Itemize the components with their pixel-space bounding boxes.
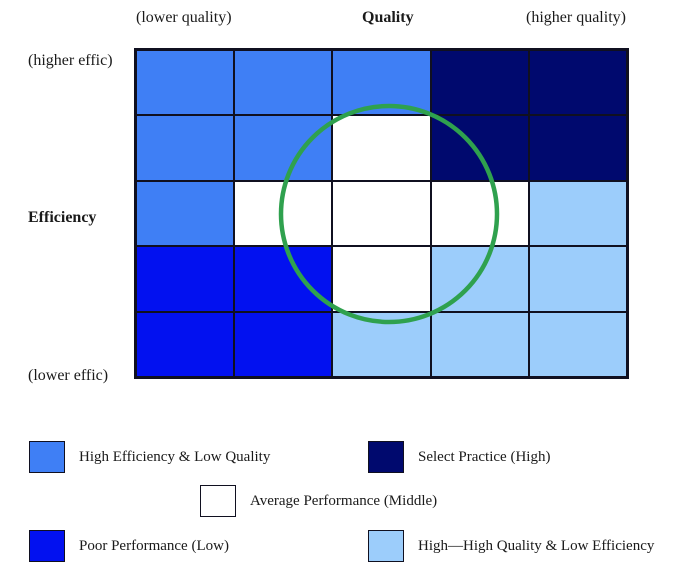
grid-cell <box>528 50 627 116</box>
quality-axis-title: Quality <box>362 9 414 26</box>
legend-label: High Efficiency & Low Quality <box>79 448 271 465</box>
grid-cell <box>430 246 529 312</box>
legend-swatch <box>368 441 404 473</box>
grid-cell <box>430 180 529 247</box>
legend-item-poor-performance: Poor Performance (Low) <box>29 530 229 562</box>
grid-cell <box>234 50 333 116</box>
legend-swatch <box>29 530 65 562</box>
grid-cell <box>234 115 333 181</box>
legend-item-average-performance: Average Performance (Middle) <box>200 485 437 517</box>
grid-cell <box>136 115 235 181</box>
efficiency-axis-title: Efficiency <box>28 209 97 226</box>
grid-cell <box>528 311 627 377</box>
grid-cell <box>332 311 431 377</box>
grid-cell <box>332 115 431 181</box>
grid-cell <box>528 246 627 312</box>
grid-cell <box>136 180 235 247</box>
grid-cell <box>136 50 235 116</box>
top-right-label: (higher quality) <box>526 9 626 26</box>
top-left-label: (lower quality) <box>136 9 232 26</box>
grid-cell <box>234 311 333 377</box>
legend-label: Average Performance (Middle) <box>250 492 438 509</box>
legend-swatch <box>29 441 65 473</box>
legend-item-high-quality-low-efficiency: High—High Quality & Low Efficiency <box>368 530 654 562</box>
lower-efficiency-label: (lower effic) <box>28 367 109 384</box>
grid-cell <box>430 50 529 116</box>
grid-cell <box>528 180 627 247</box>
grid-cell <box>332 50 431 116</box>
higher-efficiency-label: (higher effic) <box>28 52 113 69</box>
legend-item-high-efficiency-low-quality: High Efficiency & Low Quality <box>29 441 270 473</box>
grid-cell <box>332 180 431 247</box>
legend-label: Poor Performance (Low) <box>79 537 229 554</box>
grid-cell <box>234 246 333 312</box>
grid-cell <box>430 115 529 181</box>
grid-cell <box>528 115 627 181</box>
grid-cell <box>430 311 529 377</box>
legend-label: High—High Quality & Low Efficiency <box>418 537 655 554</box>
legend-item-select-practice: Select Practice (High) <box>368 441 550 473</box>
legend-swatch <box>200 485 236 517</box>
legend-label: Select Practice (High) <box>418 448 551 465</box>
grid-cell <box>136 246 235 312</box>
legend-swatch <box>368 530 404 562</box>
grid-cell <box>234 180 333 247</box>
grid-cell <box>136 311 235 377</box>
grid-cell <box>332 246 431 312</box>
performance-grid <box>134 48 629 379</box>
